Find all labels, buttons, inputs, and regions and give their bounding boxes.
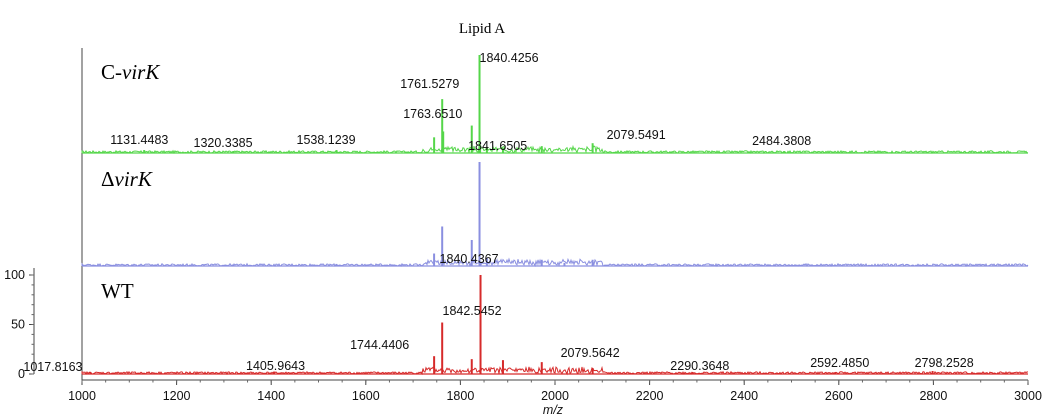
peak-label: 2290.3648 (670, 359, 729, 373)
peak-label: 2592.4850 (810, 356, 869, 370)
y-tick-label: 100 (4, 268, 25, 282)
peak-label: 1842.5452 (443, 304, 502, 318)
x-tick-label: 2200 (636, 389, 664, 403)
spectrum-panel-1: 1840.4367 (81, 162, 1029, 268)
peak-label: 2484.3808 (752, 134, 811, 148)
spectrum-panel-2: 1842.5452 1744.4406 2079.5642 1017.8163 1405… (23, 275, 1029, 376)
peak-label: 1405.9643 (246, 359, 305, 373)
panel-label-delta-virk: ΔvirK (101, 167, 153, 191)
panel-label-wt: WT (101, 279, 134, 303)
y-tick-label: 0 (18, 367, 25, 381)
peak-label: 2079.5491 (607, 128, 666, 142)
x-tick-label: 1200 (163, 389, 191, 403)
spectrum-noise-trace (81, 144, 1029, 155)
peak-label: 1538.1239 (297, 133, 356, 147)
spectra-layer: 1840.4256 1761.5279 1763.6510 1841.6505 2079… (23, 51, 1029, 376)
peak-label: 1841.6505 (468, 139, 527, 153)
spectrum-panel-0: 1840.4256 1761.5279 1763.6510 1841.6505 2079… (81, 51, 1029, 155)
tick-layer: 1000 1200 1400 1600 1800 2000 2200 2400 2600 2800… (4, 268, 1042, 403)
peak-label: 1017.8163 (23, 360, 82, 374)
peak-label: 1744.4406 (350, 338, 409, 352)
peak-label: 1131.4483 (110, 133, 168, 147)
x-tick-label: 1000 (68, 389, 96, 403)
x-tick-label: 2000 (541, 389, 569, 403)
peak-label: 2798.2528 (915, 356, 974, 370)
spectrum-noise-trace (81, 257, 1029, 268)
peak-label: 1320.3385 (194, 136, 253, 150)
spectrum-noise-trace (81, 365, 1029, 376)
x-tick-label: 2400 (730, 389, 758, 403)
panel-label-c-virk: C-virK (101, 60, 160, 84)
peak-label: 1761.5279 (400, 77, 459, 91)
x-tick-label: 3000 (1014, 389, 1042, 403)
x-tick-label: 1800 (446, 389, 474, 403)
x-axis-title: m/z (543, 403, 564, 415)
x-tick-label: 2800 (919, 389, 947, 403)
x-tick-label: 1600 (352, 389, 380, 403)
peak-label: 1840.4256 (480, 51, 539, 65)
peak-label: 1763.6510 (403, 107, 462, 121)
x-tick-label: 2600 (825, 389, 853, 403)
y-tick-label: 50 (11, 318, 25, 332)
chart-title: Lipid A (459, 21, 505, 37)
peak-label: 2079.5642 (561, 346, 620, 360)
x-tick-label: 1400 (257, 389, 285, 403)
peak-label: 1840.4367 (440, 252, 499, 266)
